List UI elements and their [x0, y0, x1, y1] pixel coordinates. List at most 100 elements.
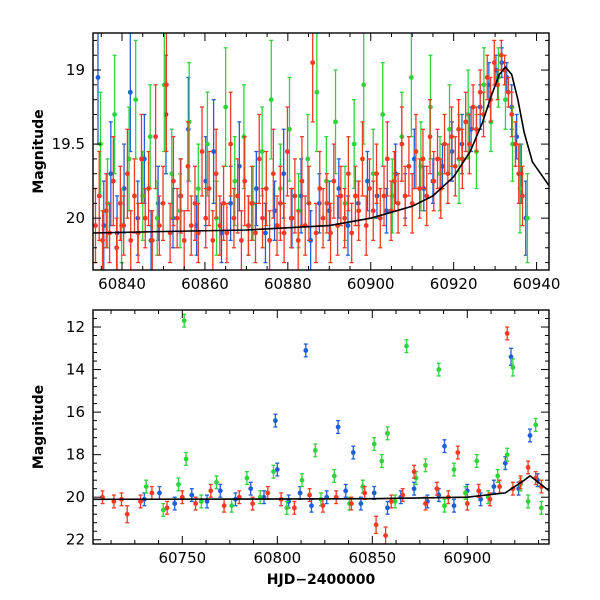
data-point	[445, 171, 451, 177]
data-point	[124, 511, 130, 517]
top-panel-frame	[92, 32, 550, 271]
data-point	[374, 171, 379, 177]
data-point	[160, 200, 166, 206]
data-point	[163, 82, 169, 88]
data-point	[213, 171, 219, 177]
data-point	[404, 343, 409, 349]
data-point	[139, 156, 144, 162]
data-point	[223, 104, 229, 110]
data-point	[423, 462, 428, 468]
data-point	[221, 503, 227, 509]
data-point	[299, 178, 305, 184]
data-point	[164, 505, 170, 511]
data-point	[95, 75, 101, 80]
data-point	[474, 458, 480, 464]
bottom-panel-y-axis-title: Magnitude	[31, 385, 47, 469]
data-point	[305, 156, 311, 162]
data-point	[533, 422, 539, 428]
data-point	[324, 200, 330, 206]
data-point	[211, 149, 217, 154]
data-point	[274, 223, 280, 228]
bottom-panel-y-tick-label: 12	[66, 318, 85, 336]
data-point	[373, 522, 379, 528]
data-point	[292, 193, 298, 199]
data-point	[395, 200, 401, 206]
top-panel-y-tick-label: 20	[66, 209, 85, 227]
data-point	[195, 230, 201, 236]
data-point	[470, 104, 476, 110]
data-point	[181, 237, 187, 243]
data-point	[491, 60, 497, 66]
data-point	[487, 496, 493, 502]
data-point	[336, 186, 342, 191]
data-point	[408, 75, 414, 80]
data-point	[235, 193, 241, 199]
data-point	[268, 97, 274, 103]
data-point	[452, 163, 458, 169]
data-point	[431, 178, 437, 184]
data-point	[270, 171, 276, 177]
data-point	[114, 245, 120, 251]
data-point	[424, 193, 430, 199]
data-point	[392, 499, 398, 504]
data-point	[513, 141, 518, 147]
data-point	[520, 193, 525, 199]
top-panel-x-tick-label: 60880	[264, 275, 312, 293]
data-point	[229, 503, 235, 509]
data-point	[143, 484, 149, 489]
bottom-panel-x-axis-title: HJD−2400000	[267, 572, 376, 588]
data-point	[427, 134, 433, 140]
data-point	[232, 178, 238, 184]
data-point	[146, 186, 151, 191]
data-point	[434, 486, 440, 492]
data-point	[273, 418, 278, 424]
data-point	[306, 200, 312, 206]
top-panel-y-axis-title: Magnitude	[31, 109, 47, 193]
data-point	[516, 171, 522, 177]
data-point	[174, 215, 180, 221]
data-point	[349, 230, 355, 236]
data-point	[451, 467, 457, 472]
bottom-panel-model-curve	[93, 474, 549, 501]
data-point	[292, 505, 297, 511]
data-point	[307, 492, 312, 498]
data-point	[478, 496, 483, 502]
data-point	[267, 237, 272, 243]
data-point	[381, 193, 387, 199]
data-point	[399, 141, 405, 147]
data-point	[328, 230, 333, 236]
top-panel-x-tick-label: 60860	[181, 275, 229, 293]
data-point	[391, 178, 397, 184]
data-point	[345, 223, 351, 228]
data-point	[406, 163, 412, 169]
data-point	[491, 484, 497, 489]
data-point	[181, 318, 187, 324]
data-point	[317, 186, 323, 191]
data-point	[442, 443, 447, 449]
data-point	[384, 156, 390, 162]
data-point	[297, 490, 303, 496]
data-point	[436, 367, 442, 372]
data-point	[335, 424, 341, 430]
bottom-panel-frame	[92, 309, 550, 545]
data-point	[100, 237, 105, 243]
data-point	[509, 112, 515, 117]
data-point	[459, 156, 465, 162]
data-point	[309, 503, 314, 509]
bottom-panel-plot-area	[93, 313, 549, 544]
bottom-panel-y-tick-label: 20	[66, 488, 85, 506]
data-point	[370, 171, 376, 177]
data-point	[362, 490, 368, 496]
data-point	[199, 149, 205, 154]
bottom-panel-y-tick-label: 18	[66, 446, 85, 464]
data-point	[539, 505, 544, 511]
data-point	[157, 490, 162, 496]
data-point	[413, 149, 419, 154]
data-point	[442, 141, 447, 147]
top-panel-x-tick-label: 60900	[347, 275, 395, 293]
data-point	[125, 171, 130, 177]
data-point	[437, 171, 443, 177]
data-point	[228, 200, 234, 206]
